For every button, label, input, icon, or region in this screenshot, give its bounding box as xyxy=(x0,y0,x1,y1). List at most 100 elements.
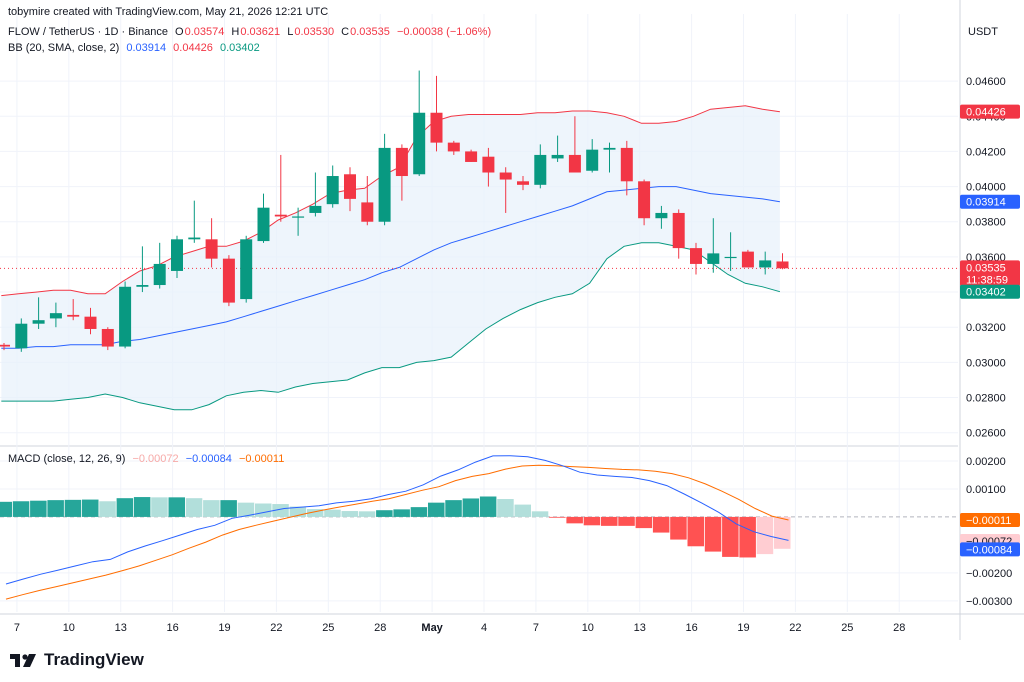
candle-body xyxy=(517,181,529,185)
macd-histogram-bar xyxy=(220,500,237,517)
countdown-text: 11:38:59 xyxy=(966,274,1008,286)
macd-histogram-bar xyxy=(652,516,670,533)
macd-histogram-bar xyxy=(185,498,203,517)
candle xyxy=(482,147,495,187)
bb-basis-value: 0.03914 xyxy=(126,42,167,54)
macd-histogram-bar xyxy=(687,516,704,547)
candle xyxy=(690,242,702,275)
candle-body xyxy=(361,202,374,222)
candle-body xyxy=(344,174,356,199)
candle xyxy=(15,318,28,352)
bb-indicator-label[interactable]: BB (20, SMA, close, 2) xyxy=(8,42,120,54)
candle xyxy=(292,207,305,236)
candle xyxy=(586,139,599,173)
candle xyxy=(222,255,235,307)
candle xyxy=(655,205,668,229)
candle xyxy=(326,165,339,208)
currency-label[interactable]: USDT xyxy=(968,26,998,38)
macd-histogram-bar xyxy=(306,509,324,517)
low-label: L xyxy=(287,26,294,38)
symbol-label[interactable]: FLOW / TetherUS · 1D · Binance xyxy=(8,26,168,38)
candle xyxy=(620,140,633,196)
macd-histogram-bar xyxy=(601,516,618,526)
candle xyxy=(257,193,270,243)
macd-histogram-bar xyxy=(583,516,601,526)
candle xyxy=(49,302,62,328)
macd-signal-value: −0.00011 xyxy=(238,453,285,465)
macd-histogram-bar xyxy=(393,509,410,517)
macd-histogram-bar xyxy=(722,516,739,557)
candle-body xyxy=(603,147,616,150)
candle xyxy=(240,235,253,303)
time-tick-label: 22 xyxy=(270,622,282,634)
macd-indicator-label[interactable]: MACD (close, 12, 26, 9) xyxy=(8,453,126,465)
credit-line: tobymire created with TradingView.com, M… xyxy=(8,6,332,18)
tradingview-logo-icon xyxy=(10,654,36,667)
macd-histogram-bar xyxy=(410,507,428,517)
candle-body xyxy=(620,147,633,182)
tradingview-logo[interactable]: TradingView xyxy=(10,650,144,670)
macd-histogram-bar xyxy=(514,504,531,517)
price-tick-label: 0.03000 xyxy=(966,357,1006,369)
candle-body xyxy=(119,286,132,347)
candle xyxy=(499,167,512,213)
bb-lower-tag: 0.03402 xyxy=(960,284,1020,299)
candle xyxy=(534,144,547,189)
candle xyxy=(274,154,287,222)
macd-histogram-bar xyxy=(324,509,341,517)
time-tick-label: May xyxy=(421,622,443,634)
macd-histogram-bar xyxy=(237,502,255,517)
candle-body xyxy=(84,316,97,329)
time-tick-label: 19 xyxy=(737,622,749,634)
time-tick-label: 13 xyxy=(115,622,127,634)
currency-text: USDT xyxy=(968,26,998,38)
brand-name: TradingView xyxy=(44,650,144,669)
candle xyxy=(136,246,149,293)
bb-basis-line xyxy=(1,186,780,349)
candle xyxy=(776,253,789,270)
candle-body xyxy=(741,251,754,268)
candle-body xyxy=(309,205,322,213)
macd-histogram-bar xyxy=(618,516,635,526)
macd-histogram-bar xyxy=(151,497,168,517)
close-label: C xyxy=(341,26,350,38)
candle-body xyxy=(153,263,166,286)
candle xyxy=(361,176,374,226)
candlesticks[interactable] xyxy=(0,70,789,352)
macd-histogram-bar xyxy=(64,499,82,517)
bb-upper-tag-text: 0.04426 xyxy=(966,107,1006,119)
candle xyxy=(430,75,443,152)
candle-body xyxy=(413,112,426,175)
low-value: 0.03530 xyxy=(294,26,335,38)
macd-signal-tag-text: −0.00011 xyxy=(966,515,1011,527)
candle-body xyxy=(395,147,408,177)
price-tick-label: 0.04000 xyxy=(966,182,1006,194)
candle xyxy=(447,140,460,155)
price-tick-label: 0.04600 xyxy=(966,76,1006,88)
credit-text: tobymire created with TradingView.com, M… xyxy=(8,6,329,18)
candle xyxy=(568,116,581,173)
time-tick-label: 13 xyxy=(634,622,646,634)
bb-fill xyxy=(1,105,780,410)
candle-body xyxy=(551,154,564,159)
candle-body xyxy=(655,212,668,219)
close-value: 0.03535 xyxy=(350,26,390,38)
candle xyxy=(32,297,45,329)
last-price-text: 0.03535 xyxy=(966,262,1006,274)
open-value: 0.03574 xyxy=(184,26,225,38)
time-tick-label: 4 xyxy=(481,622,487,634)
time-tick-label: 22 xyxy=(789,622,801,634)
macd-histogram-bar xyxy=(82,499,99,517)
macd-histogram-bar xyxy=(566,516,583,524)
candle-body xyxy=(67,314,80,317)
macd-line-tag-bg xyxy=(960,542,1020,557)
macd-line-tag-text: −0.00084 xyxy=(966,544,1012,556)
candle xyxy=(413,70,426,177)
time-tick-label: 28 xyxy=(374,622,386,634)
candle xyxy=(84,307,97,335)
macd-histogram-bar xyxy=(479,496,497,517)
candle-body xyxy=(586,149,599,171)
change-value: −0.00038 (−1.06%) xyxy=(396,26,492,38)
candle-body xyxy=(534,154,547,185)
